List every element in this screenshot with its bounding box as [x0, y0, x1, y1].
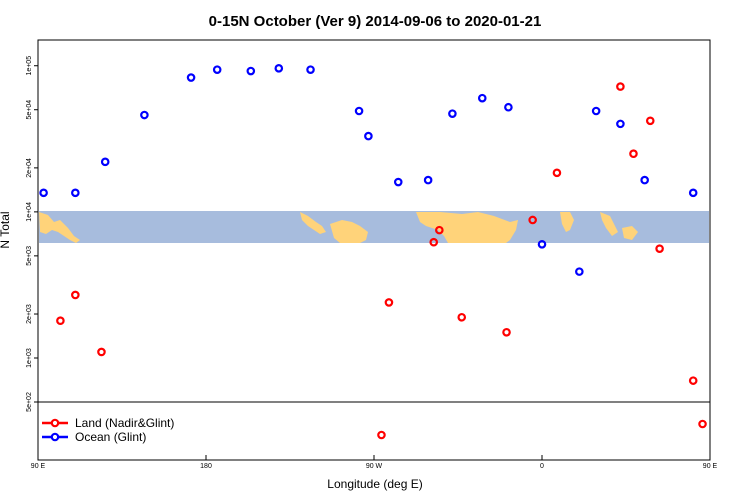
land-indochina	[600, 212, 618, 236]
x-tick-label: 90 E	[703, 463, 718, 470]
x-axis-label: Longitude (deg E)	[327, 477, 422, 491]
point-ocean-glint	[274, 64, 284, 73]
point-land-nadir-glint	[688, 376, 698, 385]
point-land-nadir-glint	[645, 116, 655, 126]
point-land-nadir-glint	[629, 149, 638, 159]
point-ocean-glint	[537, 239, 547, 249]
x-tick-label: 90 E	[31, 463, 46, 470]
point-land-nadir-glint	[528, 215, 537, 225]
land-southeast-asia	[39, 212, 80, 243]
point-ocean-glint	[364, 131, 373, 141]
point-ocean-glint	[448, 109, 457, 118]
point-land-nadir-glint	[655, 244, 664, 253]
point-ocean-glint	[140, 110, 149, 120]
point-land-nadir-glint	[429, 237, 439, 247]
point-ocean-glint	[688, 188, 698, 198]
point-ocean-glint	[423, 175, 433, 185]
land-borneo	[622, 226, 638, 240]
point-ocean-glint	[246, 66, 256, 76]
outlier-point	[698, 419, 707, 429]
x-axis-ticks: 90 E 180 90 W 0 90 E	[31, 455, 718, 470]
x-tick-label: 180	[200, 463, 212, 470]
land-africa	[416, 212, 518, 243]
point-ocean-glint	[640, 175, 649, 185]
point-land-nadir-glint	[384, 298, 394, 307]
y-tick-label: 5e+03	[26, 246, 33, 266]
land-india	[560, 212, 574, 232]
point-ocean-glint	[100, 157, 110, 167]
point-ocean-glint	[39, 188, 48, 198]
legend-label: Land (Nadir&Glint)	[75, 416, 174, 430]
y-tick-label: 2e+04	[26, 158, 33, 178]
point-ocean-glint	[616, 119, 625, 129]
map-band-ocean	[39, 211, 709, 243]
land-south-america	[330, 220, 368, 243]
legend: Land (Nadir&Glint)Ocean (Glint)	[42, 416, 174, 444]
legend-marker	[50, 432, 60, 442]
point-land-nadir-glint	[97, 347, 106, 357]
point-land-nadir-glint	[457, 312, 467, 322]
point-ocean-glint	[477, 93, 487, 103]
data-points	[39, 64, 707, 440]
point-ocean-glint	[186, 73, 196, 82]
point-land-nadir-glint	[71, 290, 80, 300]
y-tick-label: 1e+05	[26, 56, 33, 76]
plot-frame	[37, 39, 711, 461]
point-ocean-glint	[575, 267, 584, 276]
x-tick-label: 90 W	[366, 463, 383, 470]
y-axis-ticks: 5e+02 1e+03 2e+03 5e+03 1e+04 2e+04 5e+04 1e+05	[26, 56, 38, 412]
point-ocean-glint	[591, 106, 601, 116]
chart-title: 0-15N October (Ver 9) 2014-09-06 to 2020…	[209, 13, 542, 30]
y-tick-label: 1e+04	[26, 202, 33, 222]
point-ocean-glint	[212, 65, 222, 74]
map-band	[39, 211, 709, 243]
map-band-land	[39, 212, 638, 243]
y-tick-label: 2e+03	[26, 304, 33, 324]
point-land-nadir-glint	[435, 225, 444, 235]
point-ocean-glint	[354, 106, 364, 116]
outlier-point	[377, 430, 386, 440]
y-axis-label: N Total	[0, 211, 12, 248]
point-land-nadir-glint	[56, 316, 65, 326]
point-land-nadir-glint	[616, 82, 625, 91]
land-central-america	[300, 212, 326, 234]
point-land-nadir-glint	[552, 168, 562, 178]
point-ocean-glint	[393, 177, 403, 187]
point-ocean-glint	[71, 188, 80, 198]
point-ocean-glint	[306, 65, 315, 74]
point-land-nadir-glint	[502, 327, 511, 337]
legend-marker	[50, 418, 60, 428]
y-tick-label: 5e+02	[26, 392, 33, 412]
y-tick-label: 5e+04	[26, 100, 33, 120]
point-ocean-glint	[504, 102, 513, 112]
y-tick-label: 1e+03	[26, 348, 33, 368]
legend-label: Ocean (Glint)	[75, 430, 146, 444]
x-tick-label: 0	[540, 463, 544, 470]
